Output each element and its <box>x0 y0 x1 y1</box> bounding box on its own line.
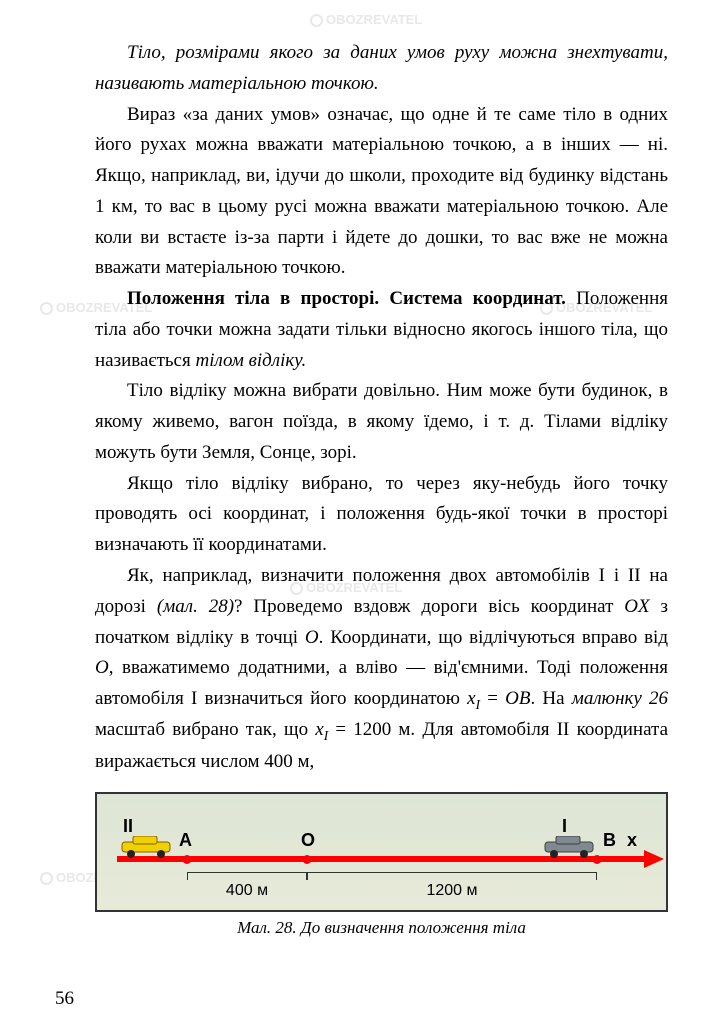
figure-28: II A O I B x 400 м 1200 м <box>95 792 668 912</box>
math-symbol: OB <box>505 688 530 709</box>
car-ii-icon <box>119 836 174 858</box>
section-heading: Положення тіла в просторі. Система коорд… <box>127 288 566 309</box>
label-b: B <box>603 830 616 851</box>
tick-a <box>183 855 192 864</box>
body-paragraph: Вираз «за даних умов» означає, що одне й… <box>95 100 668 285</box>
measure-2: 1200 м <box>426 882 477 900</box>
body-text: . Координати, що відлічуються вправо від <box>319 627 668 648</box>
label-o: O <box>301 830 315 851</box>
measure-bracket-1 <box>187 872 307 880</box>
label-ii: II <box>123 816 133 837</box>
body-text: ? Проведемо вздовж дороги вісь координат <box>234 596 624 617</box>
label-a: A <box>179 830 192 851</box>
body-text: масштаб вибрано так, що <box>95 719 315 740</box>
body-paragraph: Положення тіла в просторі. Система коорд… <box>95 284 668 376</box>
math-symbol: x <box>315 719 323 740</box>
body-paragraph: Якщо тіло відліку вибрано, то через яку-… <box>95 469 668 561</box>
body-text: = <box>480 688 505 709</box>
term: тілом відліку. <box>195 350 306 371</box>
figure-ref: малюнку 26 <box>572 688 668 709</box>
label-x: x <box>627 830 637 851</box>
measure-bracket-2 <box>307 872 597 880</box>
label-i: I <box>562 816 567 837</box>
body-text: . На <box>530 688 571 709</box>
measure-1: 400 м <box>226 882 268 900</box>
math-symbol: OX <box>624 596 649 617</box>
page-content: Тіло, розмірами якого за даних умов руху… <box>0 0 723 938</box>
math-symbol: x <box>467 688 475 709</box>
tick-o <box>303 855 312 864</box>
math-symbol: O <box>95 657 109 678</box>
page-number: 56 <box>55 988 74 1010</box>
math-symbol: O <box>305 627 319 648</box>
figure-caption: Мал. 28. До визначення положення тіла <box>95 918 668 938</box>
arrow-head-icon <box>644 850 664 868</box>
definition-paragraph: Тіло, розмірами якого за даних умов руху… <box>95 38 668 100</box>
body-paragraph: Тіло відліку можна вибрати довільно. Ним… <box>95 376 668 468</box>
car-i-icon <box>542 836 597 858</box>
body-paragraph: Як, наприклад, визначити положення двох … <box>95 561 668 777</box>
figure-ref: (мал. 28) <box>157 596 234 617</box>
